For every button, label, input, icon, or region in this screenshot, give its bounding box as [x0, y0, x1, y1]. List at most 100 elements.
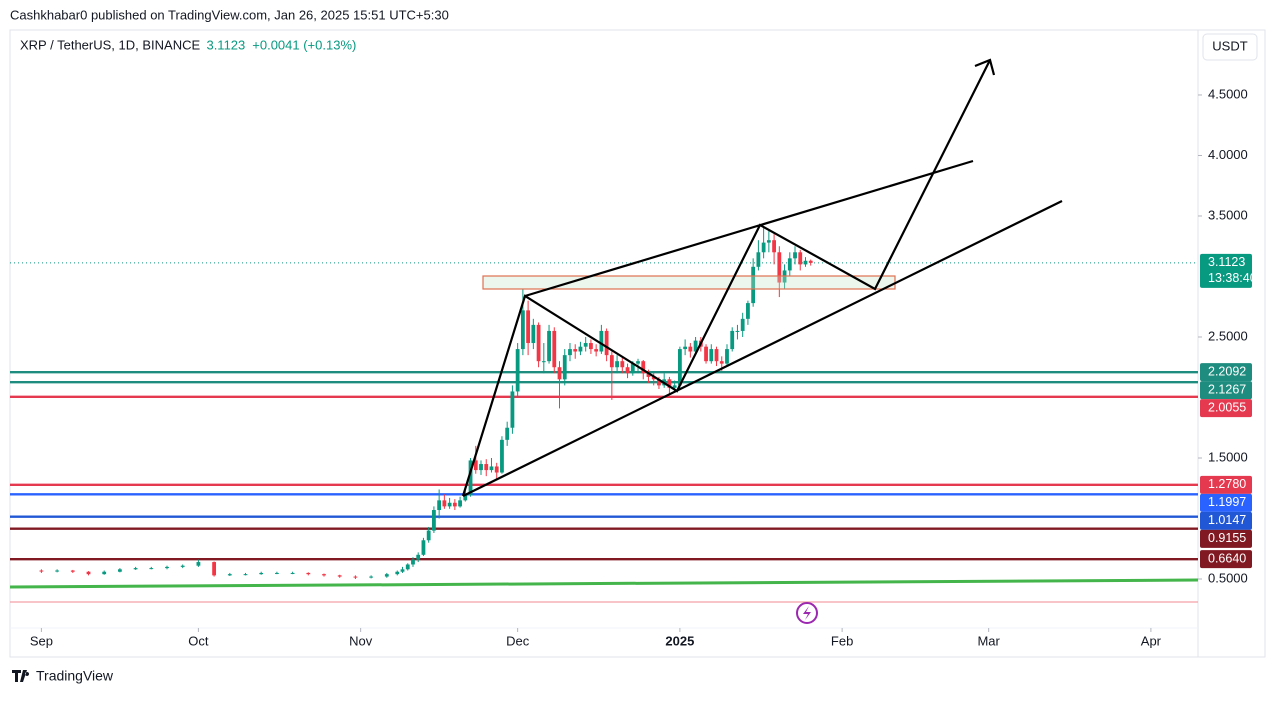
candle-body: [756, 252, 761, 267]
candle-body: [683, 346, 688, 350]
x-tick-label: Oct: [188, 633, 209, 648]
level-tag-label: 1.1997: [1208, 495, 1246, 509]
currency[interactable]: USDT: [1212, 38, 1247, 53]
frame: [9, 29, 1266, 658]
x-tick-label: Dec: [506, 633, 530, 648]
candle-body: [536, 324, 541, 362]
level-tag: [1200, 511, 1252, 530]
candle-body: [395, 571, 400, 575]
candle-body: [677, 349, 682, 386]
candle-body: [641, 361, 646, 374]
candle-body: [636, 361, 640, 364]
candle-body: [531, 324, 536, 344]
plot: [10, 228, 1198, 579]
candle-body: [227, 574, 232, 576]
candle-body: [766, 240, 771, 243]
candle-body: [468, 460, 473, 496]
level-tag: [1200, 550, 1252, 569]
candle-body: [149, 568, 154, 570]
candle-body: [573, 349, 578, 352]
candle-body: [290, 572, 295, 574]
support-trendline: [9, 578, 1199, 589]
currency-button[interactable]: [1202, 33, 1258, 61]
y-tick-label: 3.5000: [1208, 207, 1248, 222]
candle-body: [400, 569, 405, 572]
candle-body: [86, 571, 91, 575]
candle-body: [322, 574, 326, 576]
candle-body: [421, 540, 426, 555]
candle-body: [510, 391, 515, 428]
candle-body: [730, 330, 735, 350]
candle-body: [442, 500, 447, 507]
level-tag: [1200, 529, 1252, 548]
candle-body: [599, 330, 604, 352]
candle-body: [337, 575, 342, 577]
candle-body: [740, 318, 745, 331]
candle-body: [552, 330, 557, 368]
price-change: +0.0041 (+0.13%): [252, 37, 356, 52]
candle-body: [484, 464, 489, 471]
candle-body: [118, 569, 122, 572]
candle-body: [447, 502, 452, 507]
x-tick-label: Mar: [977, 633, 1000, 648]
candle-body: [55, 570, 60, 572]
candle-body: [693, 340, 698, 352]
candle-body: [39, 570, 44, 572]
candle-body: [520, 310, 525, 350]
countdown: 13:38:40: [1208, 271, 1257, 285]
candle-body: [500, 439, 504, 473]
candle-body: [609, 355, 614, 368]
level-tag-label: 2.0055: [1208, 400, 1246, 414]
level-tag-label: 1.2780: [1208, 477, 1246, 491]
candle-body: [620, 361, 625, 368]
level-tag: [1200, 399, 1252, 418]
x-tick-label: Nov: [349, 633, 373, 648]
candle-body: [798, 252, 803, 265]
candle-body: [793, 252, 797, 259]
y-tick-label: 4.5000: [1208, 86, 1248, 101]
events-icon[interactable]: [796, 602, 818, 624]
y-tick-label: 2.5000: [1208, 328, 1248, 343]
candle-body: [452, 502, 457, 507]
candle-body: [657, 379, 661, 386]
candle-body: [479, 464, 483, 471]
candle-body: [259, 572, 264, 575]
axes: 0.5000 1.5000 2.5000 3.5000 4.0000 4.5000 Sep O…: [30, 86, 1257, 648]
candle-body: [688, 346, 693, 352]
candle-body: [578, 346, 583, 352]
candle-body: [735, 330, 740, 332]
candle-body: [133, 568, 138, 570]
candle-body: [646, 373, 651, 377]
level-tag: [1200, 363, 1252, 382]
x-tick-label: Apr: [1141, 633, 1162, 648]
candle-body: [541, 361, 546, 363]
candle-body: [719, 361, 724, 364]
y-tick-label: 0.5000: [1208, 570, 1248, 585]
candle-body: [426, 530, 431, 541]
last-price: 3.1123: [206, 37, 245, 52]
x-tick-label: Sep: [30, 633, 53, 648]
candle-body: [772, 240, 776, 253]
candle-body: [787, 258, 792, 271]
candle-body: [275, 572, 279, 574]
level-tag: [1200, 493, 1252, 512]
logo-mark: [12, 670, 30, 682]
candle-body: [714, 349, 719, 362]
level-tag-label: 0.9155: [1208, 531, 1246, 545]
candle-body: [557, 367, 562, 380]
brand: TradingView: [36, 668, 114, 684]
symbol: XRP / TetherUS, 1D, BINANCE: [20, 37, 200, 52]
candle-body: [102, 571, 107, 575]
candle-body: [761, 242, 766, 253]
candle-body: [473, 460, 478, 471]
lower-channel: [462, 200, 1063, 497]
candle-body: [651, 376, 656, 380]
candle-body: [180, 565, 185, 567]
publisher: Cashkhabar0 published on TradingView.com…: [10, 7, 449, 22]
level-tag-label: 2.1267: [1208, 382, 1246, 396]
drawings: [9, 58, 1199, 603]
candle-body: [808, 260, 813, 263]
candle-body: [672, 385, 677, 388]
candle-body: [746, 303, 750, 319]
